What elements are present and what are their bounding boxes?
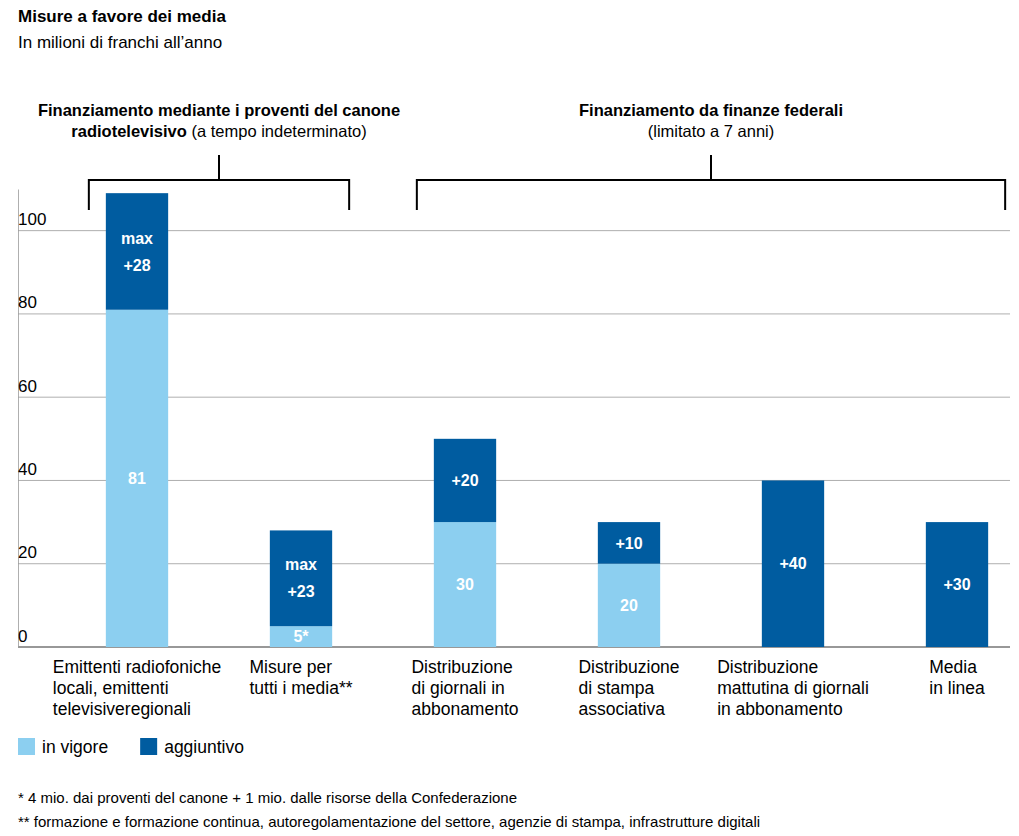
x-tick-label-line: in linea — [929, 678, 985, 698]
bar-segment — [270, 530, 332, 626]
data-label: 5* — [293, 628, 309, 645]
y-axis-line — [18, 190, 19, 648]
data-label: max +23 — [285, 556, 317, 600]
x-tick-label-line: Distribuzione — [578, 657, 679, 677]
y-tick-label: 0 — [18, 627, 27, 646]
data-label-line: +30 — [943, 576, 970, 593]
group-title: radiotelevisivo (a tempo indeterminato) — [71, 122, 366, 140]
y-tick-label: 40 — [18, 460, 37, 479]
y-tick: 0 — [18, 627, 27, 648]
y-tick-label: 60 — [18, 377, 37, 396]
bar-segment — [598, 564, 660, 647]
group-bracket — [89, 155, 349, 210]
data-label: 81 — [128, 470, 146, 487]
bar-segment — [598, 522, 660, 564]
footnotes: * 4 mio. dai proventi del canone + 1 mio… — [18, 789, 760, 830]
data-label-line: 5* — [293, 628, 309, 645]
x-tick-label-line: associativa — [578, 699, 665, 719]
data-label-line: 20 — [620, 597, 638, 614]
y-tick: 100 — [18, 210, 46, 231]
x-tick-label-line: tutti i media** — [249, 678, 352, 698]
x-tick-label-line: Emittenti radiofoniche — [53, 657, 221, 677]
data-label: 20 — [620, 597, 638, 614]
groups: Finanziamento mediante i proventi del ca… — [38, 101, 1005, 210]
y-tick-label: 100 — [18, 210, 46, 229]
data-label: +40 — [779, 555, 806, 572]
group-bracket — [417, 155, 1005, 210]
data-label-line: 30 — [456, 576, 474, 593]
x-tick-label: Misure pertutti i media** — [249, 657, 352, 698]
group-note: (a tempo indeterminato) — [187, 122, 367, 140]
y-tick: 60 — [18, 377, 37, 398]
group-title-text: Finanziamento mediante i proventi del ca… — [38, 101, 400, 119]
data-label-line: +20 — [451, 472, 478, 489]
data-label: 30 — [456, 576, 474, 593]
x-tick-label-line: di stampa — [578, 678, 654, 698]
data-label-line: max — [121, 230, 153, 247]
footnote: ** formazione e formazione continua, aut… — [18, 813, 760, 830]
x-tick-label-line: mattutina di giornali — [717, 678, 869, 698]
y-tick-label: 20 — [18, 543, 37, 562]
bar-segment — [434, 439, 496, 522]
data-label-line: +10 — [615, 535, 642, 552]
data-label: max +28 — [121, 230, 153, 274]
footnote: * 4 mio. dai proventi del canone + 1 mio… — [18, 789, 517, 806]
data-label-line: +23 — [287, 583, 314, 600]
legend-swatch — [140, 738, 157, 755]
data-label-line: +40 — [779, 555, 806, 572]
data-label: +20 — [451, 472, 478, 489]
x-axis: Emittenti radiofonichelocali, emittentit… — [53, 657, 985, 719]
bar-segment — [926, 522, 988, 647]
data-label: +30 — [943, 576, 970, 593]
title: Misure a favore dei media — [18, 7, 226, 26]
bars — [106, 193, 988, 647]
group-title-text: radiotelevisivo — [71, 122, 187, 140]
x-tick-label: Distribuzionedi giornali inabbonamento — [411, 657, 518, 719]
bar-segment — [106, 193, 168, 310]
group-title: Finanziamento mediante i proventi del ca… — [38, 101, 400, 119]
x-tick-label-line: Media — [929, 657, 977, 677]
x-tick-label-line: abbonamento — [411, 699, 518, 719]
legend: in vigore aggiuntivo — [18, 737, 244, 757]
legend-label: aggiuntivo — [164, 737, 244, 757]
x-tick-label: Mediain linea — [929, 657, 985, 698]
bar-segment — [434, 522, 496, 647]
y-axis: 0 20 40 60 80 100 — [18, 190, 46, 648]
x-tick-label-line: di giornali in — [411, 678, 504, 698]
x-tick-label-line: Distribuzione — [717, 657, 818, 677]
y-tick: 20 — [18, 543, 37, 564]
x-tick-label: Emittenti radiofonichelocali, emittentit… — [53, 657, 221, 719]
bar-segment — [762, 480, 824, 647]
legend-swatch — [18, 738, 35, 755]
legend-label: in vigore — [42, 737, 108, 757]
chart: Misure a favore dei media In milioni di f… — [0, 0, 1019, 836]
x-tick-label-line: locali, emittenti — [53, 678, 169, 698]
group-title-text: Finanziamento da finanze federali — [579, 101, 843, 119]
data-label-line: +28 — [123, 257, 150, 274]
bar-segment — [106, 310, 168, 647]
y-tick: 80 — [18, 293, 37, 314]
data-label-line: 81 — [128, 470, 146, 487]
group-title: Finanziamento da finanze federali — [579, 101, 843, 119]
y-tick: 40 — [18, 460, 37, 481]
data-label-line: max — [285, 556, 317, 573]
bar-segment — [270, 626, 332, 647]
x-tick-label-line: Misure per — [249, 657, 332, 677]
x-tick-label-line: televisiveregionali — [53, 699, 191, 719]
x-tick-label-line: Distribuzione — [411, 657, 512, 677]
y-tick-label: 80 — [18, 293, 37, 312]
x-tick-label: Distribuzionedi stampaassociativa — [578, 657, 679, 719]
subtitle: In milioni di franchi all’anno — [18, 33, 222, 52]
x-tick-label: Distribuzionemattutina di giornaliin abb… — [717, 657, 869, 719]
group-note: (limitato a 7 anni) — [648, 122, 775, 140]
data-labels: 81 5* 30 20 max +28 max +23 +20 +10 +40 +30 — [121, 230, 971, 646]
x-tick-label-line: in abbonamento — [717, 699, 843, 719]
data-label: +10 — [615, 535, 642, 552]
